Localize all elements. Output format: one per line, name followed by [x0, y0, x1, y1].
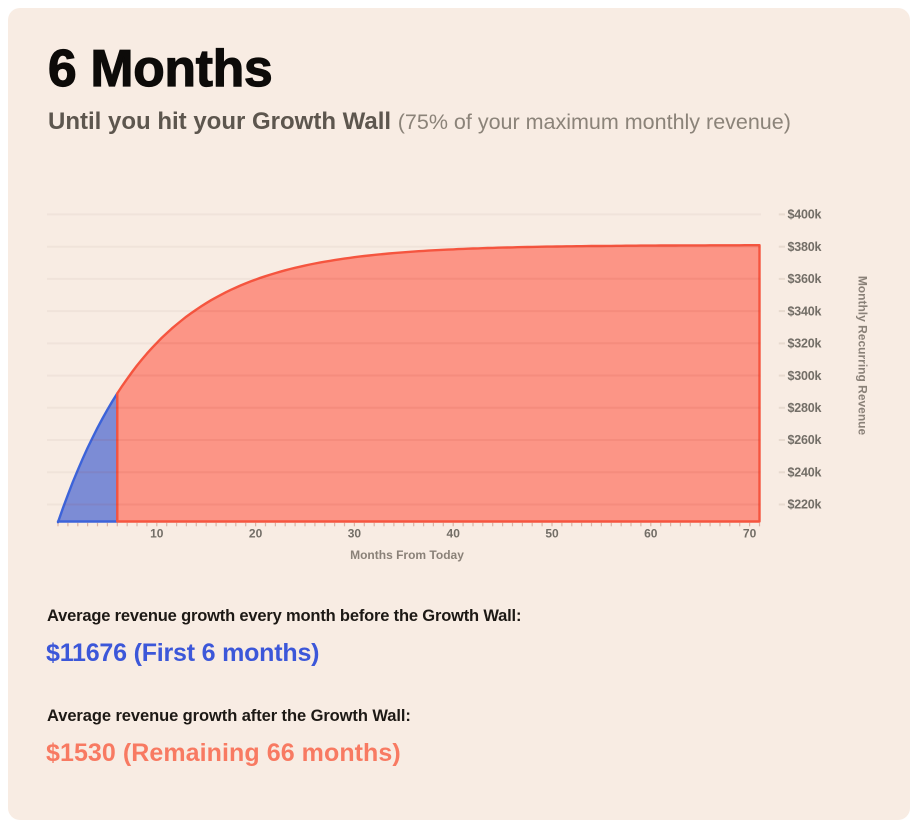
svg-text:$320k: $320k	[788, 337, 822, 351]
svg-text:70: 70	[743, 527, 757, 541]
svg-text:$280k: $280k	[788, 401, 822, 415]
svg-text:$400k: $400k	[788, 208, 822, 222]
svg-text:$220k: $220k	[788, 498, 822, 512]
svg-text:50: 50	[545, 527, 559, 541]
svg-text:$240k: $240k	[788, 466, 822, 480]
svg-text:$380k: $380k	[788, 240, 822, 254]
svg-text:$260k: $260k	[788, 433, 822, 447]
svg-text:Months From Today: Months From Today	[350, 548, 464, 562]
svg-text:$300k: $300k	[788, 369, 822, 383]
svg-text:$340k: $340k	[788, 304, 822, 318]
svg-text:10: 10	[150, 527, 164, 541]
svg-text:20: 20	[249, 527, 263, 541]
svg-text:$360k: $360k	[788, 272, 822, 286]
svg-text:40: 40	[447, 527, 461, 541]
svg-text:60: 60	[644, 527, 658, 541]
svg-text:Monthly Recurring Revenue: Monthly Recurring Revenue	[856, 276, 870, 436]
svg-text:30: 30	[348, 527, 362, 541]
